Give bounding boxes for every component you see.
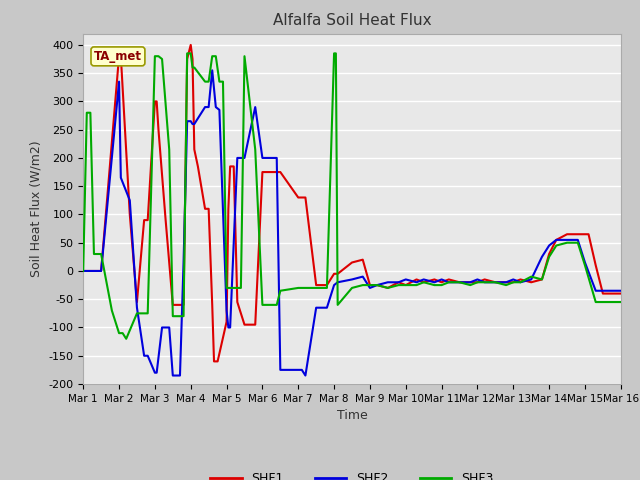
Line: SHF3: SHF3 (83, 53, 621, 339)
SHF1 (210, 359, 218, 364)
SHF1 (191, 146, 198, 152)
SHF1 (581, 231, 589, 237)
SHF2 (348, 276, 356, 282)
Legend: SHF1, SHF2, SHF3: SHF1, SHF2, SHF3 (205, 467, 499, 480)
Title: Alfalfa Soil Heat Flux: Alfalfa Soil Heat Flux (273, 13, 431, 28)
SHF2 (225, 324, 232, 330)
SHF1 (538, 276, 546, 282)
Line: SHF2: SHF2 (83, 71, 621, 375)
SHF3 (216, 79, 223, 84)
SHF3 (183, 50, 191, 56)
SHF3 (617, 299, 625, 305)
SHF2 (395, 279, 403, 285)
SHF3 (169, 313, 177, 319)
Text: TA_met: TA_met (94, 50, 142, 63)
SHF3 (122, 336, 130, 342)
SHF1 (617, 291, 625, 297)
SHF1 (187, 42, 195, 48)
SHF3 (332, 50, 340, 56)
SHF2 (574, 237, 582, 243)
SHF1 (552, 237, 560, 243)
SHF2 (79, 268, 87, 274)
SHF3 (79, 268, 87, 274)
X-axis label: Time: Time (337, 409, 367, 422)
SHF2 (158, 324, 166, 330)
SHF3 (334, 302, 342, 308)
Line: SHF1: SHF1 (83, 45, 621, 361)
Y-axis label: Soil Heat Flux (W/m2): Soil Heat Flux (W/m2) (30, 141, 43, 277)
SHF1 (225, 206, 232, 212)
SHF1 (323, 282, 331, 288)
SHF2 (617, 288, 625, 294)
SHF3 (563, 240, 571, 246)
SHF2 (169, 372, 177, 378)
SHF3 (180, 313, 188, 319)
SHF2 (209, 68, 216, 73)
SHF1 (79, 268, 87, 274)
SHF2 (420, 276, 428, 282)
